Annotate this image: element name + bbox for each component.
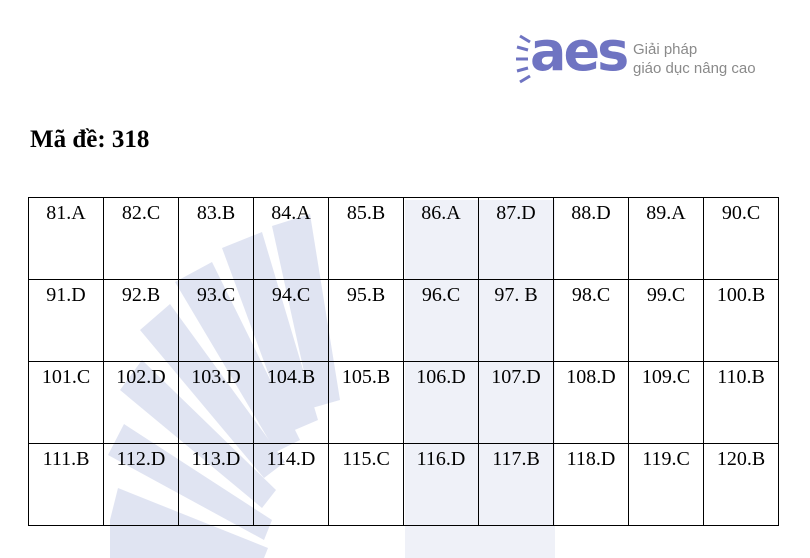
answer-cell: 115.C [328,443,404,526]
answer-cell: 116.D [403,443,479,526]
answer-cell: 81.A [28,197,104,280]
answer-cell: 117.B [478,443,554,526]
answer-cell: 94.C [253,279,329,362]
tagline: giáo dục nâng cao [633,60,756,77]
logo-icon [516,34,531,84]
answer-cell: 92.B [103,279,179,362]
answer-cell: 87.D [478,197,554,280]
answer-cell: 118.D [553,443,629,526]
table-row: 111.B 112.D 113.D 114.D 115.C 116.D 117.B 118.D… [28,443,779,526]
answer-cell: 112.D [103,443,179,526]
answer-cell: 83.B [178,197,254,280]
answer-cell: 108.D [553,361,629,444]
answer-cell: 106.D [403,361,479,444]
answer-cell: 86.A [403,197,479,280]
answer-cell: 97. B [478,279,554,362]
answer-cell: 113.D [178,443,254,526]
answer-cell: 109.C [628,361,704,444]
answer-cell: 84.A [253,197,329,280]
answer-cell: 101.C [28,361,104,444]
answer-cell: 100.B [703,279,779,362]
answer-cell: 102.D [103,361,179,444]
answer-cell: 85.B [328,197,404,280]
table-row: 101.C 102.D 103.D 104.B 105.B 106.D 107.D 108.D… [28,361,779,444]
answer-cell: 114.D [253,443,329,526]
answer-cell: 88.D [553,197,629,280]
answer-cell: 91.D [28,279,104,362]
table-row: 81.A 82.C 83.B 84.A 85.B 86.A 87.D 88.D 89.A 90.C [28,197,779,280]
answer-cell: 95.B [328,279,404,362]
answer-cell: 96.C [403,279,479,362]
answer-cell: 90.C [703,197,779,280]
answer-cell: 104.B [253,361,329,444]
answer-cell: 119.C [628,443,704,526]
answer-cell: 98.C [553,279,629,362]
tagline: Giải pháp [633,41,698,58]
answer-cell: 93.C [178,279,254,362]
answer-cell: 99.C [628,279,704,362]
answer-cell: 103.D [178,361,254,444]
exam-code: Mã đề: 318 [30,126,150,153]
answer-cell: 120.B [703,443,779,526]
answer-table: 81.A 82.C 83.B 84.A 85.B 86.A 87.D 88.D 89.A 90.C… [28,197,779,526]
answer-cell: 110.B [703,361,779,444]
answer-cell: 105.B [328,361,404,444]
answer-cell: 107.D [478,361,554,444]
answer-cell: 82.C [103,197,179,280]
answer-cell: 111.B [28,443,104,526]
logo: aes [530,20,629,83]
answer-cell: 89.A [628,197,704,280]
table-row: 91.D 92.B 93.C 94.C 95.B 96.C 97. B 98.C 99.C 100… [28,279,779,362]
